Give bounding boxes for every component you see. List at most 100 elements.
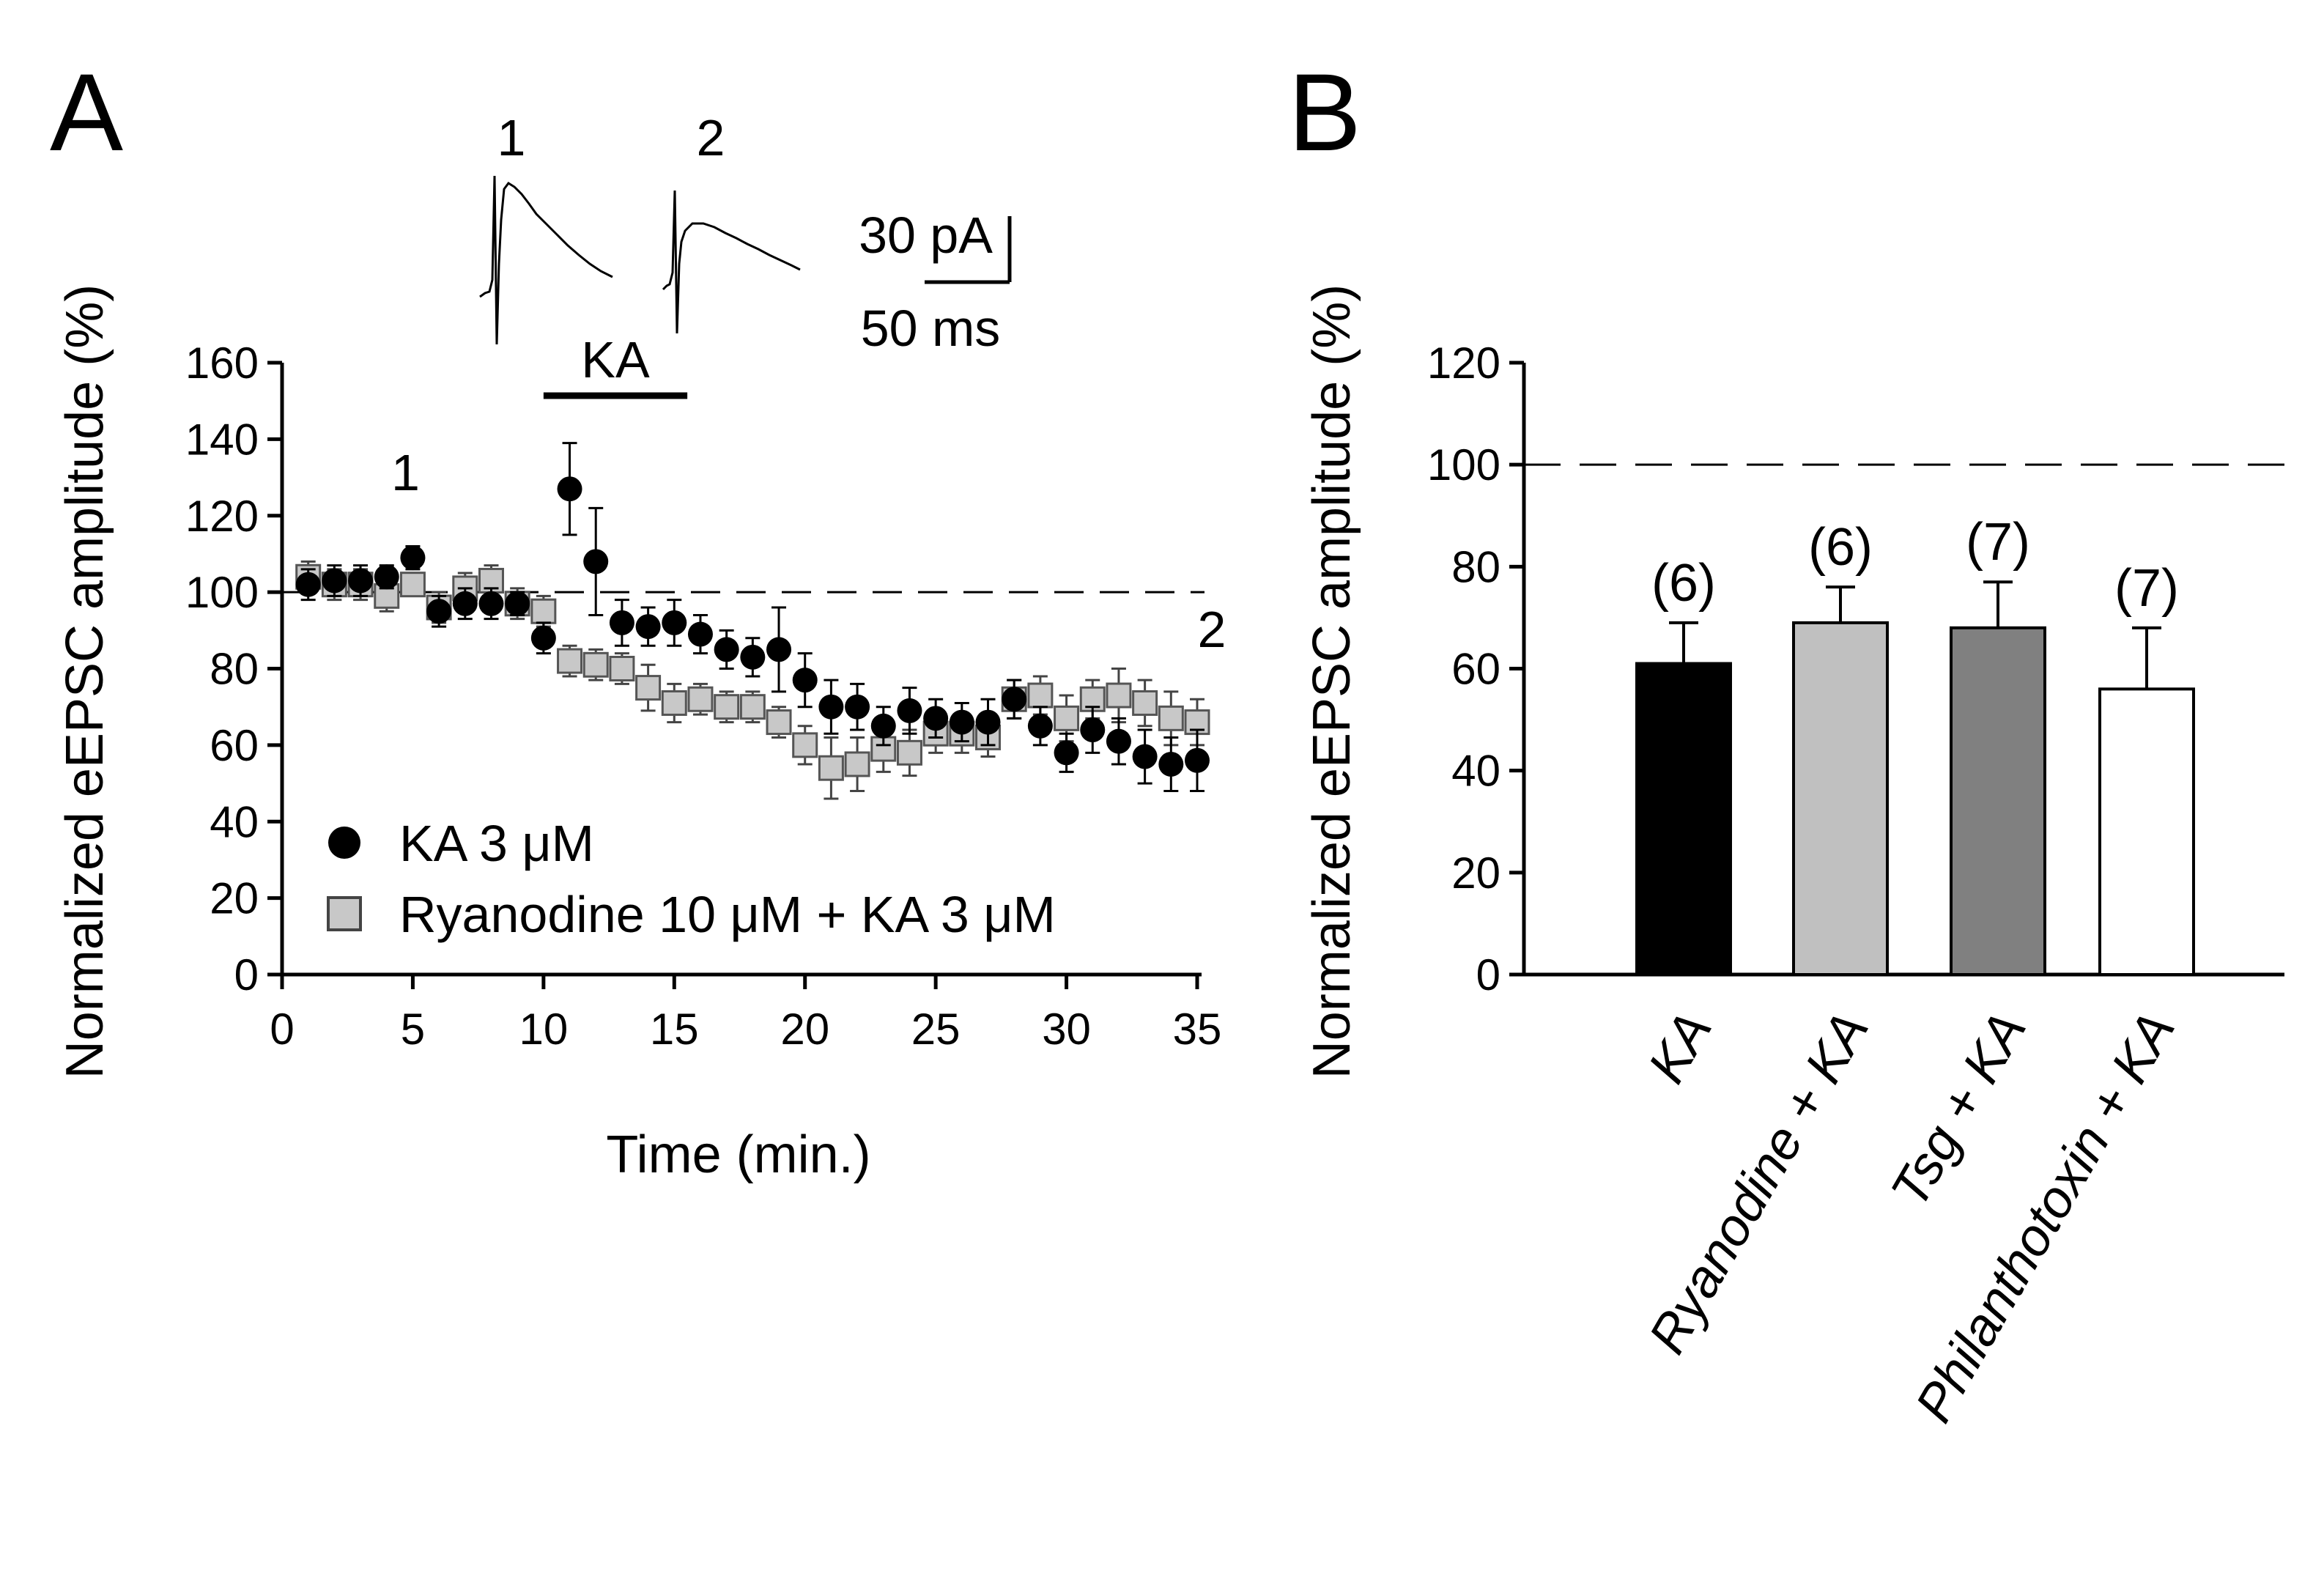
trace-label-1: 1 bbox=[497, 109, 526, 166]
panel-a-y-tick-label: 140 bbox=[185, 415, 259, 464]
panel-a-y-tick-label: 60 bbox=[210, 721, 259, 770]
data-point-ryanodine bbox=[714, 694, 740, 720]
bar-n-label: (6) bbox=[1808, 518, 1873, 577]
data-point-ryanodine bbox=[661, 690, 687, 716]
data-point-ryanodine bbox=[557, 648, 583, 674]
data-point-ryanodine bbox=[635, 675, 662, 701]
panel-a-letter: A bbox=[50, 51, 123, 174]
data-point-ka bbox=[452, 591, 478, 616]
panel-a-x-tick-label: 5 bbox=[401, 1005, 425, 1054]
data-point-ryanodine bbox=[687, 686, 714, 712]
data-point-ryanodine bbox=[1132, 690, 1158, 716]
data-point-ka bbox=[1080, 717, 1106, 742]
data-point-ka bbox=[870, 713, 896, 739]
bar-2 bbox=[1792, 621, 1889, 976]
data-point-ryanodine bbox=[896, 739, 922, 766]
panel-a-x-tick-label: 20 bbox=[780, 1005, 829, 1054]
panel-a-y-tick-label: 160 bbox=[185, 339, 259, 388]
data-point-ka bbox=[635, 614, 661, 640]
category-label: Tsg + KA bbox=[1880, 1002, 2038, 1216]
data-point-ryanodine bbox=[1027, 682, 1054, 709]
panel-a-x-tick-label: 25 bbox=[911, 1005, 961, 1054]
bar-n-label: (7) bbox=[2114, 559, 2179, 618]
panel-a-y-tick-label: 40 bbox=[210, 797, 259, 846]
data-point-ryanodine bbox=[818, 755, 844, 781]
data-point-ryanodine bbox=[739, 694, 766, 720]
data-point-ka bbox=[322, 568, 347, 594]
panel-a-x-tick-label: 15 bbox=[650, 1005, 699, 1054]
bar-1 bbox=[1635, 662, 1732, 977]
panel-a-legend: KA 3 μM Ryanodine 10 μM + KA 3 μM bbox=[327, 815, 1056, 943]
data-point-ka bbox=[583, 549, 609, 574]
category-label: KA bbox=[1637, 1002, 1723, 1093]
panel-b-y-tick-label: 60 bbox=[1451, 645, 1500, 694]
data-point-ka bbox=[374, 564, 399, 590]
data-point-ka bbox=[505, 591, 530, 616]
data-point-ka bbox=[975, 709, 1001, 735]
panel-a-y-tick-label: 80 bbox=[210, 645, 259, 694]
data-point-ka bbox=[1002, 687, 1027, 712]
sample-trace-2 bbox=[662, 190, 801, 334]
panel-a-x-tick-label: 0 bbox=[270, 1005, 294, 1054]
data-point-ryanodine bbox=[1054, 705, 1080, 731]
data-point-ka bbox=[1132, 744, 1158, 769]
data-point-ka bbox=[662, 610, 687, 635]
panel-b-y-tick-label: 100 bbox=[1427, 440, 1500, 489]
panel-b-letter: B bbox=[1288, 51, 1361, 174]
data-point-ryanodine bbox=[399, 572, 426, 598]
data-point-ryanodine bbox=[1106, 682, 1132, 709]
data-point-ka bbox=[609, 610, 634, 635]
data-point-ryanodine bbox=[1158, 705, 1184, 731]
panel-a-x-tick-label: 35 bbox=[1173, 1005, 1222, 1054]
data-point-ka bbox=[1106, 728, 1131, 754]
data-point-ka bbox=[923, 706, 949, 731]
ka-application-label: KA bbox=[581, 331, 650, 388]
panel-a-x-axis-title: Time (min.) bbox=[606, 1125, 870, 1184]
panel-b-y-axis-title: Normalized eEPSC amplitude (%) bbox=[1303, 284, 1361, 1079]
panel-b-y-tick-label: 120 bbox=[1427, 339, 1500, 388]
panel-a-y-tick-label: 120 bbox=[185, 492, 259, 541]
bar-3 bbox=[1950, 626, 2046, 976]
bar-4 bbox=[2098, 687, 2195, 976]
time-marker-1: 1 bbox=[391, 444, 420, 501]
panel-b-y-tick-label: 20 bbox=[1451, 849, 1500, 898]
panel-a-y-tick-label: 20 bbox=[210, 874, 259, 923]
data-point-ryanodine bbox=[766, 709, 792, 736]
data-point-ka bbox=[1185, 747, 1210, 773]
data-point-ryanodine bbox=[530, 598, 557, 624]
data-point-ryanodine bbox=[844, 751, 870, 777]
data-point-ka bbox=[766, 637, 792, 662]
data-point-ka bbox=[740, 644, 766, 670]
panel-b-y-tick-label: 40 bbox=[1451, 747, 1500, 796]
legend-label-ka: KA 3 μM bbox=[399, 815, 594, 872]
trace-label-2: 2 bbox=[697, 109, 725, 166]
sample-trace-1 bbox=[479, 175, 613, 345]
data-point-ka bbox=[949, 709, 974, 735]
data-point-ka bbox=[845, 694, 870, 720]
legend-marker-ryanodine bbox=[327, 896, 362, 931]
data-point-ryanodine bbox=[582, 651, 609, 678]
data-point-ka bbox=[1054, 740, 1079, 766]
scale-bar-current-label: 30 pA bbox=[859, 207, 993, 264]
panel-b-y-tick-label: 80 bbox=[1451, 542, 1500, 591]
panel-b-chart: Normalized eEPSC amplitude (%) 0 20 40 60 80… bbox=[1303, 284, 2284, 1432]
data-point-ka bbox=[818, 694, 844, 720]
data-point-ka bbox=[792, 668, 818, 693]
sample-traces-inset: 1 2 30 pA 50 ms bbox=[479, 109, 1012, 357]
data-point-ryanodine bbox=[609, 656, 635, 681]
data-point-ka bbox=[348, 568, 374, 594]
legend-marker-ka bbox=[328, 827, 360, 859]
scale-bar-time-label: 50 ms bbox=[861, 300, 1001, 357]
bar-n-label: (7) bbox=[1966, 513, 2030, 572]
legend-label-ryanodine: Ryanodine 10 μM + KA 3 μM bbox=[399, 886, 1056, 943]
data-point-ka bbox=[1027, 713, 1053, 739]
panel-a-chart: Normalized eEPSC amplitude (%) Time (min… bbox=[56, 109, 1226, 1184]
panel-a-x-tick-label: 10 bbox=[519, 1005, 568, 1054]
data-point-ka bbox=[400, 545, 426, 571]
data-point-ka bbox=[687, 621, 713, 647]
data-point-ryanodine bbox=[792, 732, 818, 758]
panel-a-x-tick-label: 30 bbox=[1042, 1005, 1091, 1054]
time-marker-2: 2 bbox=[1198, 601, 1226, 658]
panel-a-y-axis-title: Normalized eEPSC amplitude (%) bbox=[56, 284, 114, 1079]
